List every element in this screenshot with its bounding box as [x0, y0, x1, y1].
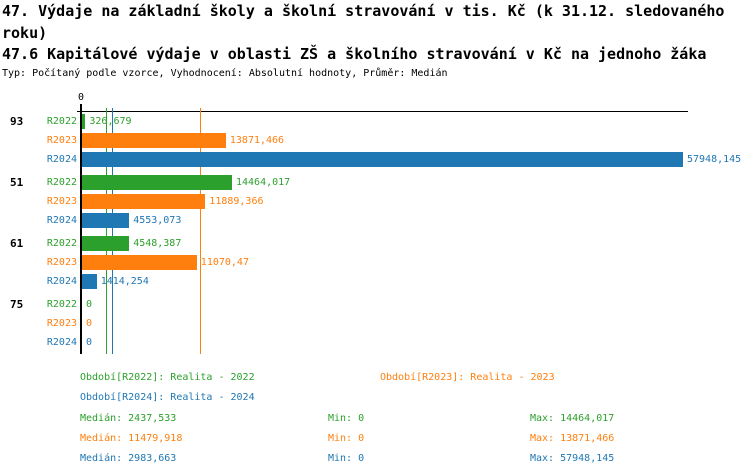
stat-median-r2022: Medián: 2437,533: [80, 413, 177, 424]
stat-median-r2023: Medián: 11479,918: [80, 433, 183, 444]
bar-61-r2023: [82, 255, 197, 270]
stat-max-r2024: Max: 57948,145: [530, 453, 615, 464]
value-axis-zero-tick: 0: [77, 92, 85, 103]
row-label-r2024: R2024: [46, 337, 77, 348]
row-label-r2022: R2022: [46, 299, 77, 310]
stat-min-r2024: Min: 0: [328, 453, 365, 464]
bar-value-75-r2024: 0: [86, 337, 93, 348]
row-label-r2022: R2022: [46, 177, 77, 188]
row-label-r2022: R2022: [46, 116, 77, 127]
bar-value-93-r2023: 13871,466: [229, 135, 285, 146]
stat-median-r2024: Medián: 2983,663: [80, 453, 177, 464]
bar-61-r2024: [82, 274, 97, 289]
chart-meta-info: Typ: Počítaný podle vzorce, Vyhodnocení:…: [2, 68, 448, 79]
row-label-r2023: R2023: [46, 257, 77, 268]
median-line-r2024: [111, 108, 113, 354]
stat-min-r2023: Min: 0: [328, 433, 365, 444]
bar-value-61-r2022: 4548,387: [133, 238, 182, 249]
legend-entry-r2022: Období[R2022]: Realita - 2022: [80, 372, 255, 383]
page-title-line2: roku): [2, 24, 48, 42]
bar-93-r2024: [82, 152, 683, 167]
page-subtitle: 47.6 Kapitálové výdaje v oblasti ZŠ a šk…: [2, 45, 707, 63]
bar-value-61-r2024: 1414,254: [100, 276, 149, 287]
bar-93-r2022: [82, 114, 86, 129]
page-title-line1: 47. Výdaje na základní školy a školní st…: [2, 2, 725, 20]
bar-value-93-r2024: 57948,145: [687, 154, 742, 165]
bar-value-51-r2023: 11889,366: [209, 196, 264, 207]
bar-value-51-r2022: 14464,017: [236, 177, 291, 188]
value-axis-line: [77, 111, 688, 112]
bar-value-51-r2024: 4553,073: [133, 215, 182, 226]
group-label-75: 75: [10, 298, 24, 311]
row-label-r2024: R2024: [46, 276, 77, 287]
category-axis-line: [80, 104, 82, 354]
legend-entry-r2024: Období[R2024]: Realita - 2024: [80, 392, 255, 403]
group-label-93: 93: [10, 115, 24, 128]
stat-max-r2023: Max: 13871,466: [530, 433, 615, 444]
group-label-51: 51: [10, 176, 24, 189]
bar-93-r2023: [82, 133, 226, 148]
row-label-r2024: R2024: [46, 154, 77, 165]
stat-max-r2022: Max: 14464,017: [530, 413, 615, 424]
bar-51-r2023: [82, 194, 206, 209]
bar-value-61-r2023: 11070,47: [200, 257, 249, 268]
row-label-r2022: R2022: [46, 238, 77, 249]
median-line-r2023: [200, 108, 202, 354]
stat-min-r2022: Min: 0: [328, 413, 365, 424]
bar-value-75-r2023: 0: [86, 318, 93, 329]
row-label-r2023: R2023: [46, 196, 77, 207]
group-label-61: 61: [10, 237, 24, 250]
bar-61-r2022: [82, 236, 130, 251]
bar-value-75-r2022: 0: [86, 299, 93, 310]
bar-value-93-r2022: 326,679: [89, 116, 132, 127]
bar-51-r2022: [82, 175, 232, 190]
bar-51-r2024: [82, 213, 130, 228]
row-label-r2023: R2023: [46, 135, 77, 146]
median-line-r2022: [106, 108, 108, 354]
row-label-r2023: R2023: [46, 318, 77, 329]
legend-entry-r2023: Období[R2023]: Realita - 2023: [380, 372, 555, 383]
row-label-r2024: R2024: [46, 215, 77, 226]
